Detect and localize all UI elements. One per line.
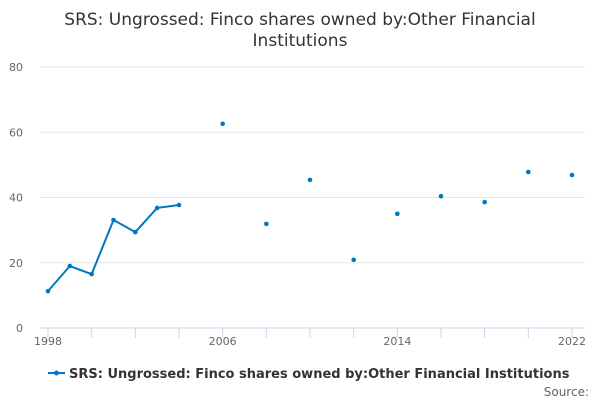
data-point: [67, 263, 73, 269]
x-tick-label: 2022: [558, 335, 586, 348]
data-point: [482, 199, 487, 205]
data-point: [133, 229, 138, 235]
data-point: [395, 211, 400, 217]
x-tick-label: 2014: [383, 335, 411, 348]
data-point: [307, 177, 313, 183]
data-point: [526, 169, 531, 175]
data-point: [111, 217, 116, 223]
y-tick-label: 40: [9, 192, 23, 205]
y-tick-label: 80: [9, 61, 23, 74]
legend-marker-icon: [54, 370, 59, 376]
y-tick-label: 0: [16, 322, 23, 335]
data-point: [264, 221, 269, 227]
legend[interactable]: SRS: Ungrossed: Finco shares owned by:Ot…: [48, 367, 570, 382]
x-tick-label: 2006: [209, 335, 237, 348]
y-tick-label: 20: [9, 257, 23, 270]
data-point: [438, 193, 444, 199]
data-point: [45, 288, 51, 294]
data-point: [569, 172, 575, 178]
data-point: [89, 271, 94, 277]
chart-title-line2: Institutions: [253, 31, 348, 51]
legend-label: SRS: Ungrossed: Finco shares owned by:Ot…: [69, 367, 570, 382]
data-point: [154, 205, 160, 211]
source-label: Source:: [544, 385, 589, 399]
chart-title-line1: SRS: Ungrossed: Finco shares owned by:Ot…: [64, 10, 535, 30]
x-tick-label: 1998: [34, 335, 62, 348]
data-point: [220, 121, 225, 127]
data-point: [351, 257, 356, 263]
y-tick-label: 60: [9, 126, 23, 139]
data-point: [176, 202, 182, 208]
